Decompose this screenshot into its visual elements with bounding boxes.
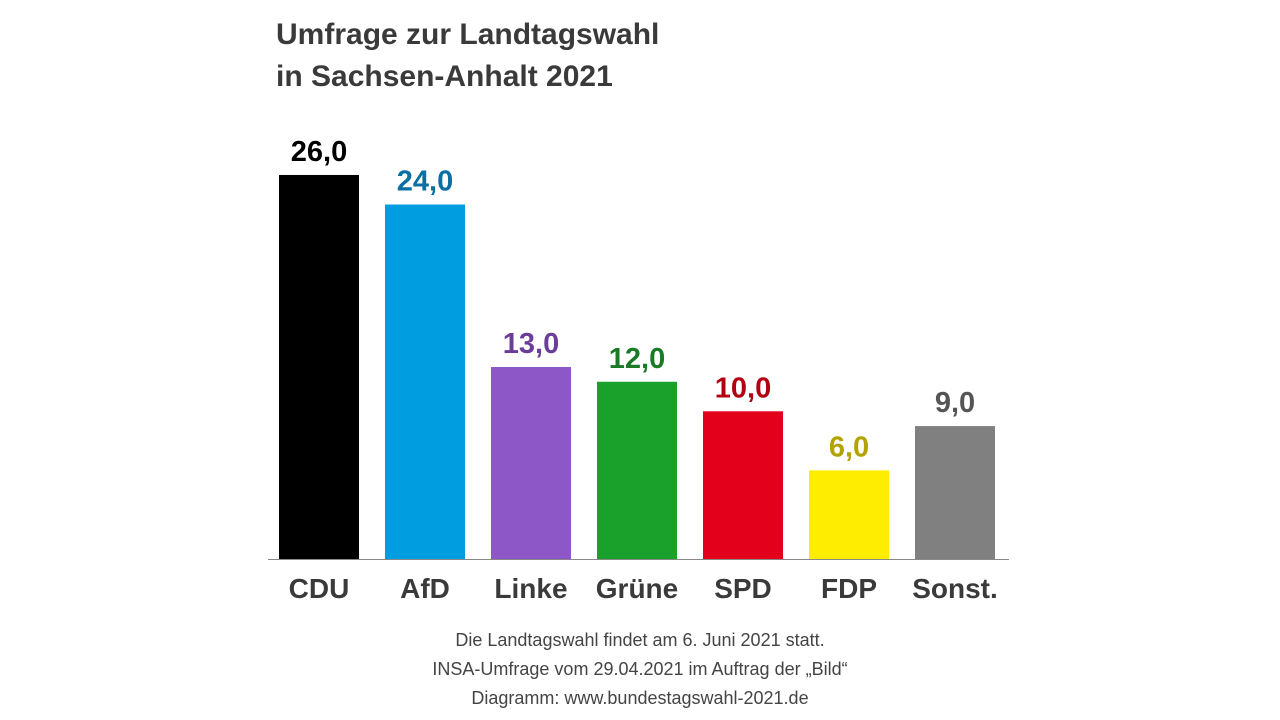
footnote-diagram-credit: Diagramm: www.bundestagswahl-2021.de: [471, 688, 809, 708]
bar-fdp: [809, 470, 889, 559]
category-label-cdu: CDU: [289, 573, 350, 604]
bars-group: [279, 174, 995, 560]
chart-title-line-2: in Sachsen-Anhalt 2021: [276, 60, 613, 93]
category-label-spd: SPD: [714, 573, 772, 604]
bar-linke: [491, 366, 571, 559]
value-label-cdu: 26,0: [291, 136, 347, 168]
value-label-fdp: 6,0: [829, 431, 869, 463]
value-label-gruene: 12,0: [609, 343, 665, 375]
category-label-fdp: FDP: [821, 573, 877, 604]
footnotes: Die Landtagswahl findet am 6. Juni 2021 …: [0, 626, 1280, 713]
chart-title: Umfrage zur Landtagswahl in Sachsen-Anha…: [276, 14, 659, 98]
value-label-spd: 10,0: [715, 372, 771, 404]
category-label-sonst: Sonst.: [912, 573, 998, 604]
category-label-gruene: Grüne: [596, 573, 678, 604]
value-label-afd: 24,0: [397, 166, 453, 198]
bar-afd: [385, 204, 465, 559]
category-label-afd: AfD: [400, 573, 450, 604]
bar-gruene: [597, 381, 677, 559]
bar-cdu: [279, 174, 359, 560]
chart-title-line-1: Umfrage zur Landtagswahl: [276, 18, 660, 51]
category-labels-group: CDU AfD Linke Grüne SPD FDP Sonst.: [289, 573, 998, 604]
footnote-election-date: Die Landtagswahl findet am 6. Juni 2021 …: [455, 630, 825, 650]
value-labels-group: 26,0 24,0 13,0 12,0 10,0 6,0 9,0: [291, 136, 975, 463]
value-label-sonst: 9,0: [935, 387, 975, 419]
category-label-linke: Linke: [494, 573, 567, 604]
value-label-linke: 13,0: [503, 328, 559, 360]
footnote-poll-source: INSA-Umfrage vom 29.04.2021 im Auftrag d…: [432, 659, 848, 679]
bar-sonst: [915, 426, 995, 559]
bar-spd: [703, 411, 783, 559]
